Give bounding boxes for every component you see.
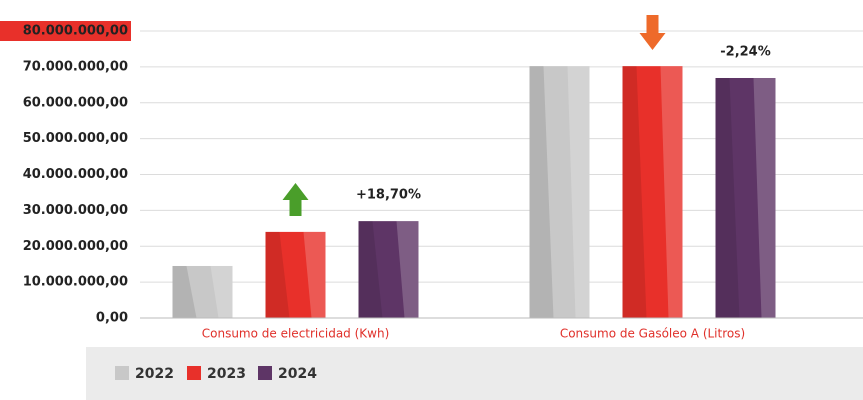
y-tick-label: 50.000.000,00	[23, 131, 128, 146]
bar-shadow	[529, 66, 554, 318]
bar-shade	[396, 221, 419, 318]
bar-shade	[567, 66, 590, 318]
y-tick-label: 30.000.000,00	[23, 203, 128, 218]
bar-shadow	[172, 265, 197, 318]
y-tick-label: 10.000.000,00	[23, 275, 128, 290]
legend-label: 2024	[278, 366, 317, 382]
arrow-down	[639, 15, 666, 50]
y-tick-label: 80.000.000,00	[23, 24, 128, 39]
bar-shade	[660, 66, 683, 318]
bar-shadow	[715, 77, 740, 318]
bar	[622, 66, 683, 318]
legend-swatch	[115, 366, 129, 380]
bar	[715, 77, 776, 318]
legend-swatch	[258, 366, 272, 380]
bar	[358, 221, 419, 318]
y-tick-label: 40.000.000,00	[23, 167, 128, 182]
y-tick-label: 70.000.000,00	[23, 59, 128, 74]
y-tick-label: 20.000.000,00	[23, 239, 128, 254]
y-tick-label: 0,00	[96, 311, 128, 326]
legend-swatch	[187, 366, 201, 380]
bar-shadow	[622, 66, 647, 318]
legend-label: 2023	[207, 366, 246, 382]
bar-shadow	[265, 231, 290, 318]
bar	[265, 231, 326, 318]
tick-highlight	[0, 21, 131, 41]
bar	[529, 66, 590, 318]
bar-shade	[210, 265, 233, 318]
legend-label: 2022	[135, 366, 174, 382]
bar-shade	[753, 77, 776, 318]
annotation: +18,70%	[356, 188, 421, 203]
x-tick-label: Consumo de electricidad (Kwh)	[202, 327, 390, 341]
annotation: -2,24%	[720, 44, 771, 59]
bar-shadow	[358, 221, 383, 318]
y-tick-label: 60.000.000,00	[23, 95, 128, 110]
arrow-up	[282, 183, 309, 216]
bar-shade	[303, 231, 326, 318]
x-tick-label: Consumo de Gasóleo A (Litros)	[560, 327, 745, 341]
legend-band	[86, 347, 863, 400]
bar	[172, 265, 233, 318]
